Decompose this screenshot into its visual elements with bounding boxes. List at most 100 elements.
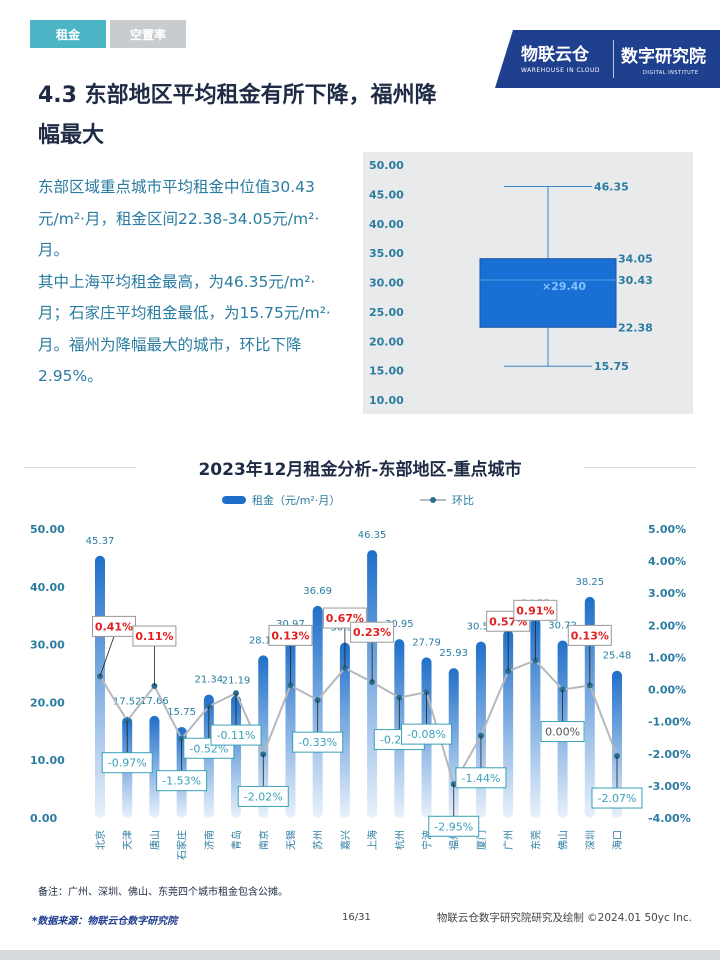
- brand-logo: 物联云仓 WAREHOUSE IN CLOUD 数字研究院 DIGITAL IN…: [495, 30, 720, 88]
- y2-tick-label: -4.00%: [648, 812, 691, 825]
- callout-leader: [99, 636, 115, 677]
- x-tick-label: 青岛: [230, 830, 243, 850]
- box-q3-label: 34.05: [618, 253, 653, 266]
- bar-value-label: 38.25: [575, 577, 604, 588]
- x-tick-label: 海口: [611, 830, 624, 850]
- legend-label: 环比: [452, 494, 474, 507]
- box-y-tick: 50.00: [369, 159, 404, 172]
- y2-tick-label: 1.00%: [648, 651, 686, 664]
- mom-value-label: -0.11%: [217, 729, 256, 742]
- line-legend-icon: [420, 497, 446, 503]
- box-q1-label: 22.38: [618, 321, 653, 334]
- mom-value-label: 0.91%: [516, 604, 554, 617]
- y2-tick-label: 0.00%: [648, 684, 686, 697]
- bar-value-label: 30.97: [276, 619, 305, 630]
- box-max-label: 46.35: [594, 180, 629, 193]
- y2-tick-label: 2.00%: [648, 619, 686, 632]
- x-tick-label: 苏州: [312, 830, 325, 850]
- logo-divider: [613, 40, 614, 78]
- page-title: 4.3 东部地区平均租金有所下降，福州降幅最大: [38, 83, 437, 148]
- bar-value-label: 17.66: [140, 696, 169, 707]
- bar-legend-icon: [222, 496, 246, 504]
- x-tick-label: 济南: [203, 830, 216, 850]
- box-y-tick: 40.00: [369, 218, 404, 231]
- x-tick-label: 杭州: [393, 830, 406, 850]
- mom-value-label: 0.13%: [271, 629, 309, 642]
- x-tick-label: 无锡: [284, 830, 297, 850]
- x-tick-label: 上海: [366, 830, 379, 850]
- mom-line: [99, 659, 618, 787]
- bar: [612, 670, 622, 818]
- x-tick-label: 东莞: [529, 830, 542, 850]
- mom-value-label: -0.33%: [298, 736, 337, 749]
- mom-value-label: -1.44%: [461, 772, 500, 785]
- box-y-tick: 35.00: [369, 247, 404, 260]
- tab-rent[interactable]: 租金: [30, 20, 106, 48]
- callout-box: [428, 815, 480, 837]
- x-tick-label: 石家庄: [176, 830, 189, 860]
- box-y-tick: 15.00: [369, 365, 404, 378]
- box-min-label: 15.75: [594, 360, 629, 373]
- bar-value-label: 36.69: [303, 586, 332, 597]
- bar: [584, 596, 595, 818]
- bar-value-label: 25.93: [439, 648, 468, 659]
- y2-tick-label: 4.00%: [648, 555, 686, 568]
- data-source: *数据来源：物联云仓数字研究院: [32, 916, 178, 927]
- mom-point: [341, 665, 348, 672]
- rent-combo-chart: 0.00 10.00 20.00 30.00 40.00 50.00 -4.00% -3.00…: [30, 523, 691, 860]
- bar: [530, 618, 541, 818]
- callout-box: [540, 721, 585, 743]
- callout-box: [156, 770, 208, 792]
- institute-name-en: DIGITAL INSTITUTE: [643, 70, 699, 76]
- callout-box: [132, 625, 177, 647]
- bar-value-label: 27.79: [412, 637, 441, 648]
- mom-value-label: -2.07%: [598, 792, 637, 805]
- x-tick-label: 北京: [94, 830, 107, 850]
- bar-value-label: 15.75: [167, 707, 196, 718]
- institute-name: 数字研究院: [621, 47, 706, 67]
- bottom-bar: [0, 950, 720, 960]
- mom-point: [233, 690, 240, 697]
- box-plot-svg: 50.00 45.00 40.00 35.00 30.00 25.00 20.00 15.00…: [369, 159, 653, 407]
- bar-value-label: 30.95: [385, 619, 414, 630]
- title-rule-right: [584, 467, 696, 468]
- mom-point: [532, 657, 539, 664]
- box-y-tick: 45.00: [369, 188, 404, 201]
- y2-tick-label: -2.00%: [648, 748, 691, 761]
- box-iqr: [479, 258, 617, 328]
- x-tick-label: 天津: [122, 830, 134, 850]
- mom-point: [178, 735, 185, 742]
- y-tick-label: 10.00: [30, 754, 65, 767]
- summary-text: 东部区域重点城市平均租金中位值30.43元/m²·月，租金区间22.38-34.…: [38, 172, 338, 393]
- tab-vacancy[interactable]: 空置率: [110, 20, 186, 48]
- bar-value-label: 30.72: [548, 620, 577, 631]
- mom-value-label: -0.97%: [108, 757, 147, 770]
- mom-point: [260, 751, 267, 758]
- y-tick-label: 50.00: [30, 523, 65, 536]
- callout-box: [268, 624, 313, 646]
- mom-value-label: 0.00%: [545, 726, 580, 739]
- mom-value-label: 0.11%: [135, 630, 173, 643]
- chart-title: 2023年12月租金分析-东部地区-重点城市: [198, 460, 522, 480]
- bar-value-label: 46.35: [358, 530, 387, 541]
- summary-paragraph: 其中上海平均租金最高，为46.35元/m²·月；石家庄平均租金最低，为15.75…: [38, 272, 331, 386]
- summary-paragraph: 东部区域重点城市平均租金中位值30.43元/m²·月，租金区间22.38-34.…: [38, 178, 320, 259]
- callout-box: [513, 599, 558, 621]
- box-y-tick: 20.00: [369, 335, 404, 348]
- box-mean-label: ×29.40: [542, 280, 586, 293]
- footer: *数据来源：物联云仓数字研究院 16/31 物联云仓数字研究院研究及绘制 ©20…: [0, 906, 720, 930]
- title-rule-left: [24, 467, 136, 468]
- mom-value-label: -2.95%: [434, 820, 473, 833]
- mom-value-label: 0.13%: [571, 629, 609, 642]
- bar-value-label: 21.34: [195, 675, 224, 686]
- tab-bar: 租金 空置率: [30, 20, 186, 48]
- y2-tick-label: -1.00%: [648, 716, 691, 729]
- footer-credit: 物联云仓数字研究院研究及绘制 ©2024.01 50yc Inc.: [436, 912, 692, 924]
- bar: [258, 655, 269, 818]
- legend-label: 租金（元/m²·月）: [252, 494, 341, 507]
- bar-value-label: 28.14: [249, 635, 278, 646]
- x-tick-label: 嘉兴: [339, 830, 352, 850]
- bar-value-label: 45.37: [86, 536, 115, 547]
- callout-box: [350, 621, 395, 643]
- bar-value-label: 25.48: [603, 651, 632, 662]
